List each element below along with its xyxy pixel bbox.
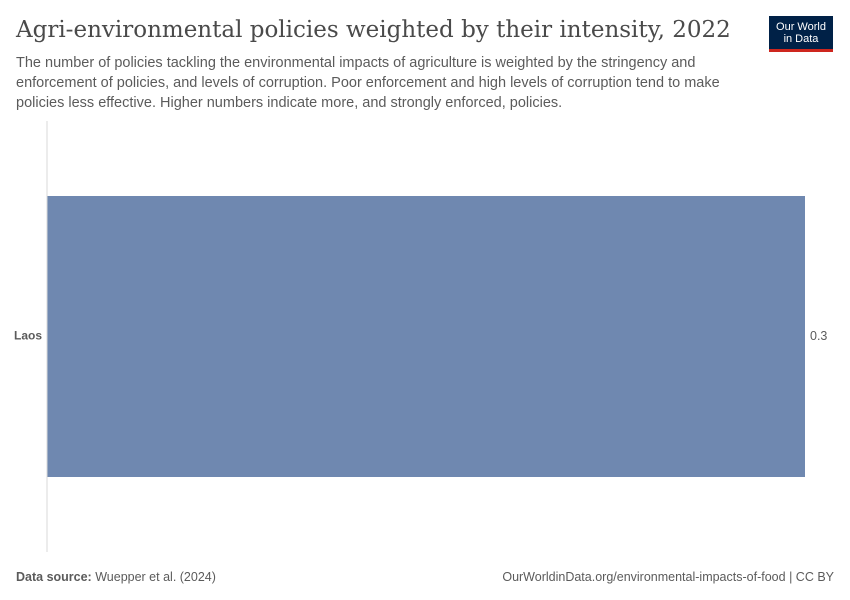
logo-line-1: Our World [776,20,826,33]
footer-license: CC BY [795,570,834,584]
logo-line-2: in Data [783,32,819,45]
data-source-value: Wuepper et al. (2024) [95,570,216,584]
chart-title: Agri-environmental policies weighted by … [16,17,731,43]
footer-link[interactable]: OurWorldinData.org/environmental-impacts… [502,570,786,584]
value-label: 0.3 [810,329,827,343]
owid-logo[interactable]: Our World in Data [769,16,833,52]
data-source-label: Data source: [16,570,92,584]
data-source: Data source: Wuepper et al. (2024) [16,569,216,585]
footer-separator: | [789,570,793,584]
footer-credits: OurWorldinData.org/environmental-impacts… [502,569,834,585]
chart-subtitle: The number of policies tackling the envi… [16,55,720,111]
category-label: Laos [14,329,42,343]
bar-laos[interactable] [47,196,805,477]
